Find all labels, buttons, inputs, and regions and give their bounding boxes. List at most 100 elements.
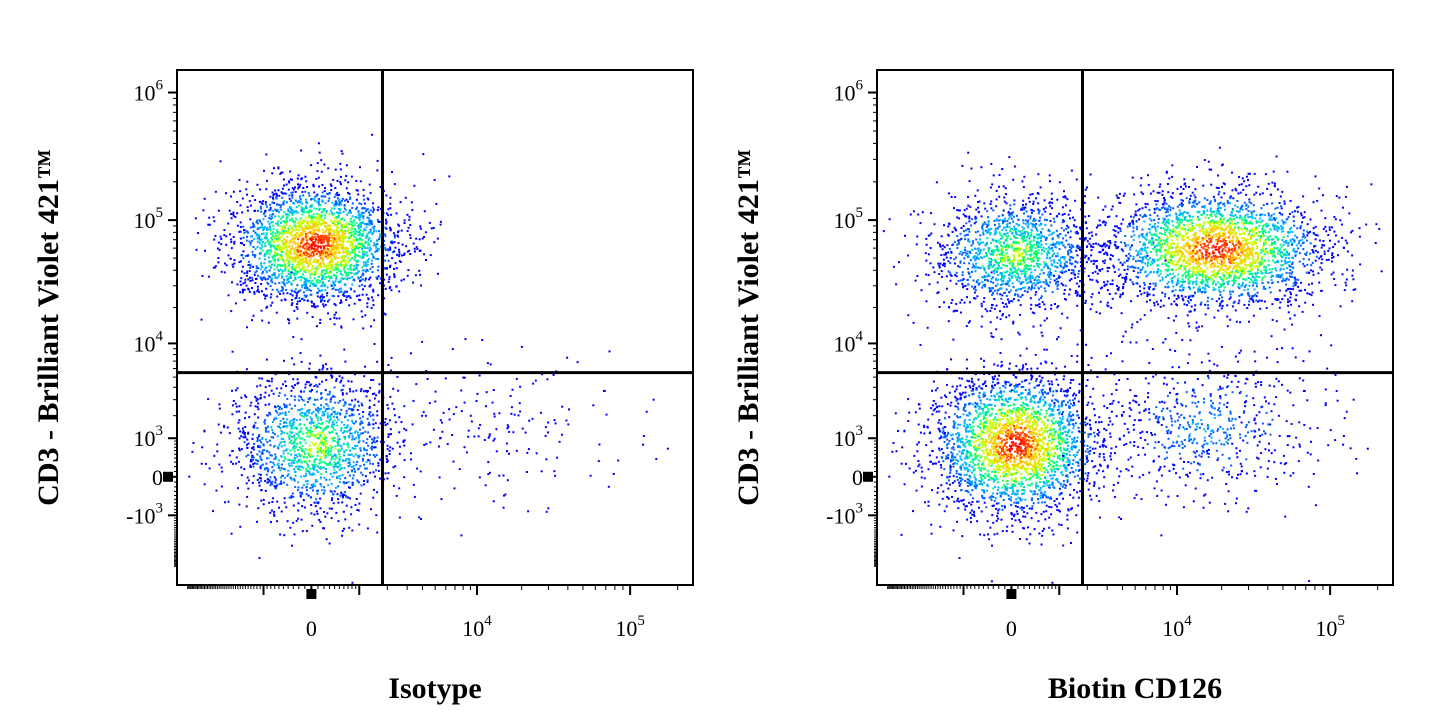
event-dot <box>954 227 957 230</box>
event-dot <box>272 273 275 276</box>
event-dot <box>347 181 350 184</box>
event-dot <box>281 192 284 195</box>
event-dot <box>304 235 307 238</box>
event-dot <box>328 464 331 467</box>
event-dot <box>345 496 348 499</box>
event-dot <box>295 306 298 308</box>
event-dot <box>291 424 294 427</box>
event-dot <box>220 238 223 240</box>
event-dot <box>1090 260 1093 263</box>
event-dot <box>289 252 292 255</box>
event-dot <box>282 246 285 249</box>
event-dot <box>290 289 293 292</box>
event-dot <box>1043 250 1046 253</box>
event-dot <box>352 390 355 393</box>
event-dot <box>331 497 334 500</box>
event-dot <box>997 215 1000 218</box>
event-dot <box>361 269 364 272</box>
event-dot <box>236 212 239 215</box>
event-dot <box>352 474 355 477</box>
event-dot <box>398 224 401 227</box>
event-dot <box>377 462 380 465</box>
event-dot <box>353 258 356 261</box>
event-dot <box>342 248 345 251</box>
event-dot <box>248 416 251 419</box>
event-dot <box>310 251 313 254</box>
event-dot <box>314 398 316 401</box>
event-dot <box>327 484 330 487</box>
event-dot <box>268 403 271 406</box>
event-dot <box>293 237 296 240</box>
event-dot <box>368 217 371 220</box>
event-dot <box>975 252 978 254</box>
event-dot <box>429 441 432 444</box>
event-dot <box>299 491 302 494</box>
event-dot <box>322 195 325 198</box>
event-dot <box>256 440 259 443</box>
event-dot <box>360 388 363 391</box>
event-dot <box>348 526 351 529</box>
event-dot <box>300 396 302 398</box>
event-dot <box>256 240 259 243</box>
event-dot <box>213 238 216 241</box>
event-dot <box>301 530 304 533</box>
event-dot <box>943 246 946 249</box>
event-dot <box>331 247 334 250</box>
event-dot <box>276 222 279 225</box>
event-dot <box>297 254 300 257</box>
event-dot <box>271 244 273 247</box>
event-dot <box>343 430 346 433</box>
event-dot <box>357 456 360 459</box>
event-dot <box>296 442 299 445</box>
event-dot <box>316 170 319 173</box>
event-dot <box>294 186 297 189</box>
event-dot <box>390 289 393 292</box>
event-dot <box>311 226 314 229</box>
event-dot <box>990 227 993 230</box>
event-dot <box>293 395 296 398</box>
event-dot <box>305 486 308 488</box>
event-dot <box>262 503 265 506</box>
event-dot <box>1057 336 1060 339</box>
event-dot <box>310 205 313 208</box>
event-dot <box>243 441 246 444</box>
event-dot <box>314 484 317 487</box>
event-dot <box>220 466 223 469</box>
event-dot <box>251 319 253 322</box>
event-dot <box>420 284 422 287</box>
event-dot <box>508 430 511 433</box>
event-dot <box>301 449 303 452</box>
event-dot <box>322 237 325 240</box>
event-dot <box>389 266 391 269</box>
event-dot <box>371 253 374 256</box>
event-dot <box>195 248 198 251</box>
event-dot <box>398 248 400 251</box>
event-dot <box>358 214 361 216</box>
event-dot <box>299 289 302 292</box>
event-dot <box>362 440 365 443</box>
event-dot <box>331 375 334 378</box>
event-dot <box>425 442 428 445</box>
event-dot <box>325 269 328 272</box>
event-dot <box>311 246 313 249</box>
event-dot <box>282 219 285 222</box>
event-dot <box>274 282 277 285</box>
event-dot <box>308 270 311 273</box>
event-dot <box>442 411 445 414</box>
event-dot <box>319 416 322 419</box>
event-dot <box>257 507 260 510</box>
event-dot <box>1092 246 1095 249</box>
event-dot <box>247 454 250 456</box>
event-dot <box>275 240 278 243</box>
event-dot <box>274 409 277 412</box>
event-dot <box>961 274 964 277</box>
event-dot <box>309 284 312 287</box>
event-dot <box>315 413 317 416</box>
event-dot <box>288 459 291 462</box>
event-dot <box>304 383 307 386</box>
y-axis-ticks <box>168 91 177 567</box>
event-dot <box>322 245 325 247</box>
event-dot <box>394 246 397 249</box>
event-dot <box>360 283 363 286</box>
event-dot <box>261 449 264 452</box>
